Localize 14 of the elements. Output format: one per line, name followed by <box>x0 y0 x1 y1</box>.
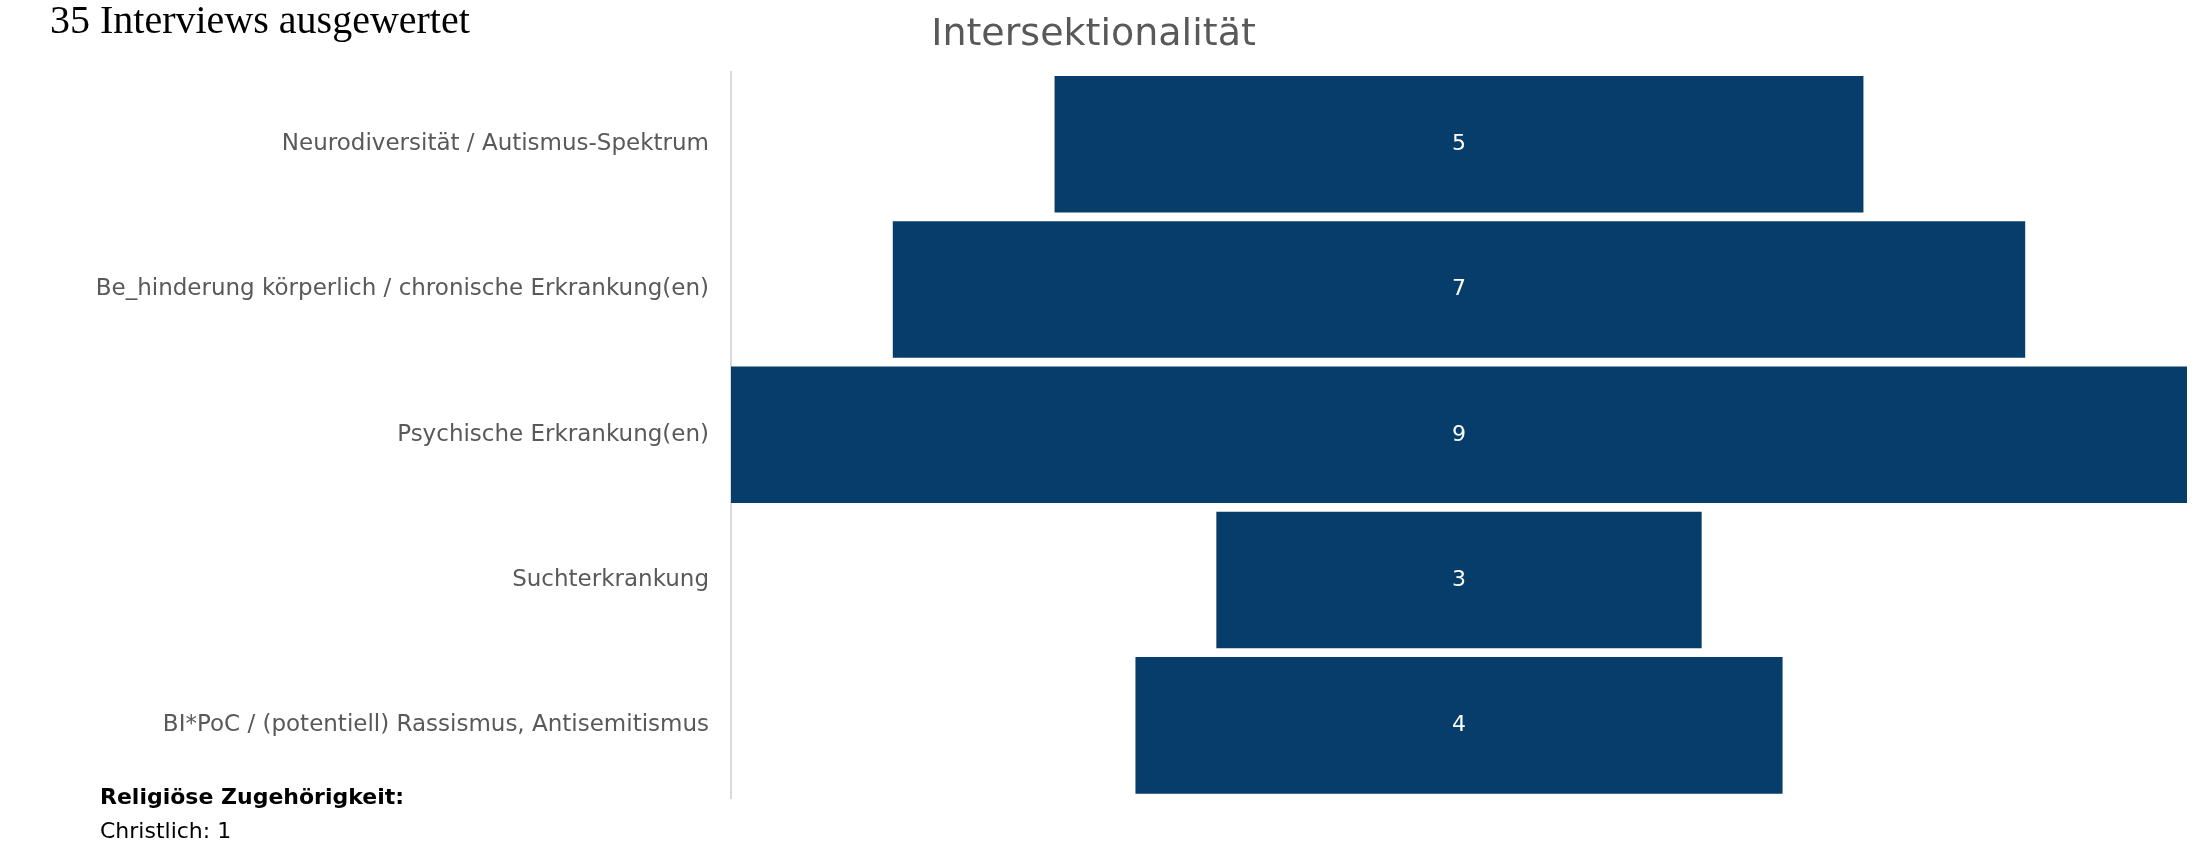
data-label: 9 <box>1452 420 1466 446</box>
data-label: 3 <box>1452 565 1466 591</box>
text: Christlich: 1 <box>100 818 232 843</box>
category-label: Suchterkrankung <box>512 565 709 592</box>
data-label: 5 <box>1452 129 1466 155</box>
text: Religiöse Zugehörigkeit: <box>100 784 405 809</box>
category-label: Psychische Erkrankung(en) <box>397 419 709 446</box>
text: 35 Interviews ausgewertet <box>50 0 470 43</box>
data-label: 4 <box>1452 711 1466 737</box>
category-label: Neurodiversität / Autismus-Spektrum <box>281 129 709 156</box>
text: Intersektionalität <box>931 9 1256 54</box>
category-label: BI*PoC / (potentiell) Rassismus, Antisemitismus <box>162 710 709 737</box>
category-label: Be_hinderung körperlich / chronische Erkrankung(en) <box>95 274 709 301</box>
data-label: 7 <box>1452 275 1466 301</box>
